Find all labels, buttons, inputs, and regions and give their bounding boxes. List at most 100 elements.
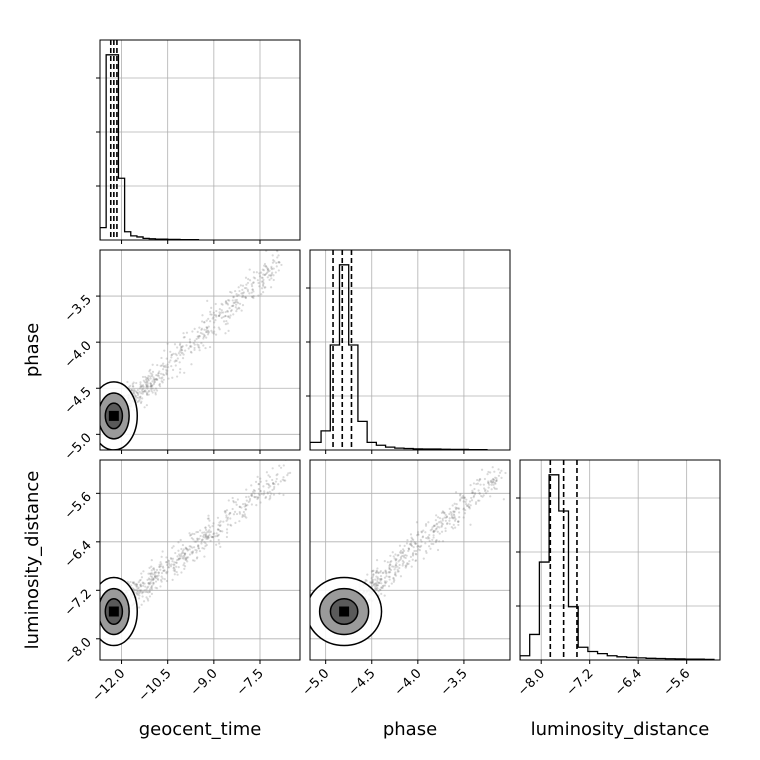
sample-point	[132, 588, 135, 591]
sample-point	[213, 532, 216, 535]
sample-point	[137, 400, 140, 403]
sample-point	[138, 387, 141, 390]
sample-point	[269, 496, 272, 499]
sample-point	[154, 575, 157, 578]
sample-point	[187, 548, 190, 551]
sample-point	[238, 289, 241, 293]
sample-point	[271, 478, 274, 482]
sample-point	[282, 476, 285, 479]
sample-point	[289, 471, 292, 475]
sample-point	[148, 595, 152, 598]
sample-point	[258, 494, 261, 497]
sample-point	[211, 317, 214, 320]
sample-point	[217, 314, 221, 317]
sample-point	[225, 514, 228, 517]
sample-point	[181, 352, 184, 355]
sample-point	[250, 291, 253, 294]
sample-point	[269, 494, 272, 498]
sample-point	[172, 563, 175, 566]
sample-point	[139, 395, 142, 398]
sample-point	[150, 569, 153, 572]
sample-point	[162, 362, 165, 365]
sample-point	[155, 574, 158, 578]
sample-point	[176, 357, 179, 360]
sample-point	[173, 570, 177, 573]
sample-point	[143, 381, 146, 384]
sample-point	[272, 493, 276, 496]
sample-point	[221, 530, 224, 533]
sample-point	[151, 380, 154, 383]
sample-point	[234, 299, 237, 302]
sample-point	[149, 385, 152, 388]
sample-point	[244, 504, 248, 507]
sample-point	[240, 309, 243, 312]
sample-point	[205, 326, 209, 329]
sample-point	[153, 380, 156, 383]
sample-point	[151, 373, 154, 376]
sample-point	[261, 268, 264, 271]
sample-point	[207, 514, 210, 517]
sample-point	[133, 388, 136, 391]
sample-point	[146, 391, 149, 395]
sample-point	[270, 268, 274, 271]
sample-point	[256, 279, 259, 282]
sample-point	[264, 495, 268, 499]
sample-point	[173, 343, 177, 346]
sample-point	[234, 290, 237, 293]
sample-point	[154, 387, 158, 390]
sample-point	[142, 385, 145, 389]
sample-point	[171, 557, 175, 560]
sample-point	[160, 571, 164, 575]
sample-point	[244, 508, 248, 511]
sample-point	[180, 547, 183, 551]
sample-point	[226, 523, 230, 526]
sample-point	[251, 288, 254, 291]
sample-point	[162, 569, 165, 572]
sample-point	[161, 550, 164, 553]
panel-geocent_time-vs-geocent_time	[96, 39, 301, 244]
sample-point	[187, 556, 190, 559]
sample-point	[157, 371, 160, 375]
sample-point	[174, 352, 177, 355]
sample-point	[258, 285, 261, 288]
sample-point	[135, 583, 139, 586]
sample-point	[224, 314, 227, 318]
sample-point	[255, 504, 258, 507]
sample-point	[170, 353, 174, 356]
sample-point	[219, 524, 222, 527]
sample-point	[207, 517, 210, 520]
sample-point	[237, 301, 240, 305]
sample-point	[265, 482, 268, 485]
sample-point	[228, 299, 231, 302]
sample-point	[210, 306, 213, 310]
sample-point	[241, 502, 245, 506]
sample-point	[165, 368, 168, 372]
sample-point	[146, 586, 149, 589]
sample-point	[185, 556, 189, 559]
sample-point	[156, 378, 159, 381]
sample-point	[257, 487, 260, 491]
sample-point	[243, 515, 247, 518]
sample-point	[151, 374, 154, 378]
sample-point	[274, 480, 278, 483]
sample-point	[194, 548, 197, 552]
sample-point	[201, 538, 204, 541]
sample-point	[233, 301, 236, 304]
sample-point	[158, 370, 161, 373]
sample-point	[152, 578, 155, 581]
sample-point	[196, 330, 199, 334]
sample-point	[275, 477, 278, 481]
sample-point	[143, 582, 146, 585]
sample-point	[238, 512, 242, 515]
sample-point	[182, 564, 185, 567]
sample-point	[196, 335, 199, 338]
sample-point	[252, 290, 255, 293]
sample-point	[206, 537, 209, 540]
sample-point	[193, 346, 196, 350]
sample-point	[172, 569, 175, 572]
sample-point	[171, 560, 174, 563]
sample-point	[162, 368, 165, 371]
sample-point	[151, 363, 154, 366]
sample-point	[242, 510, 245, 514]
sample-point	[225, 516, 228, 519]
